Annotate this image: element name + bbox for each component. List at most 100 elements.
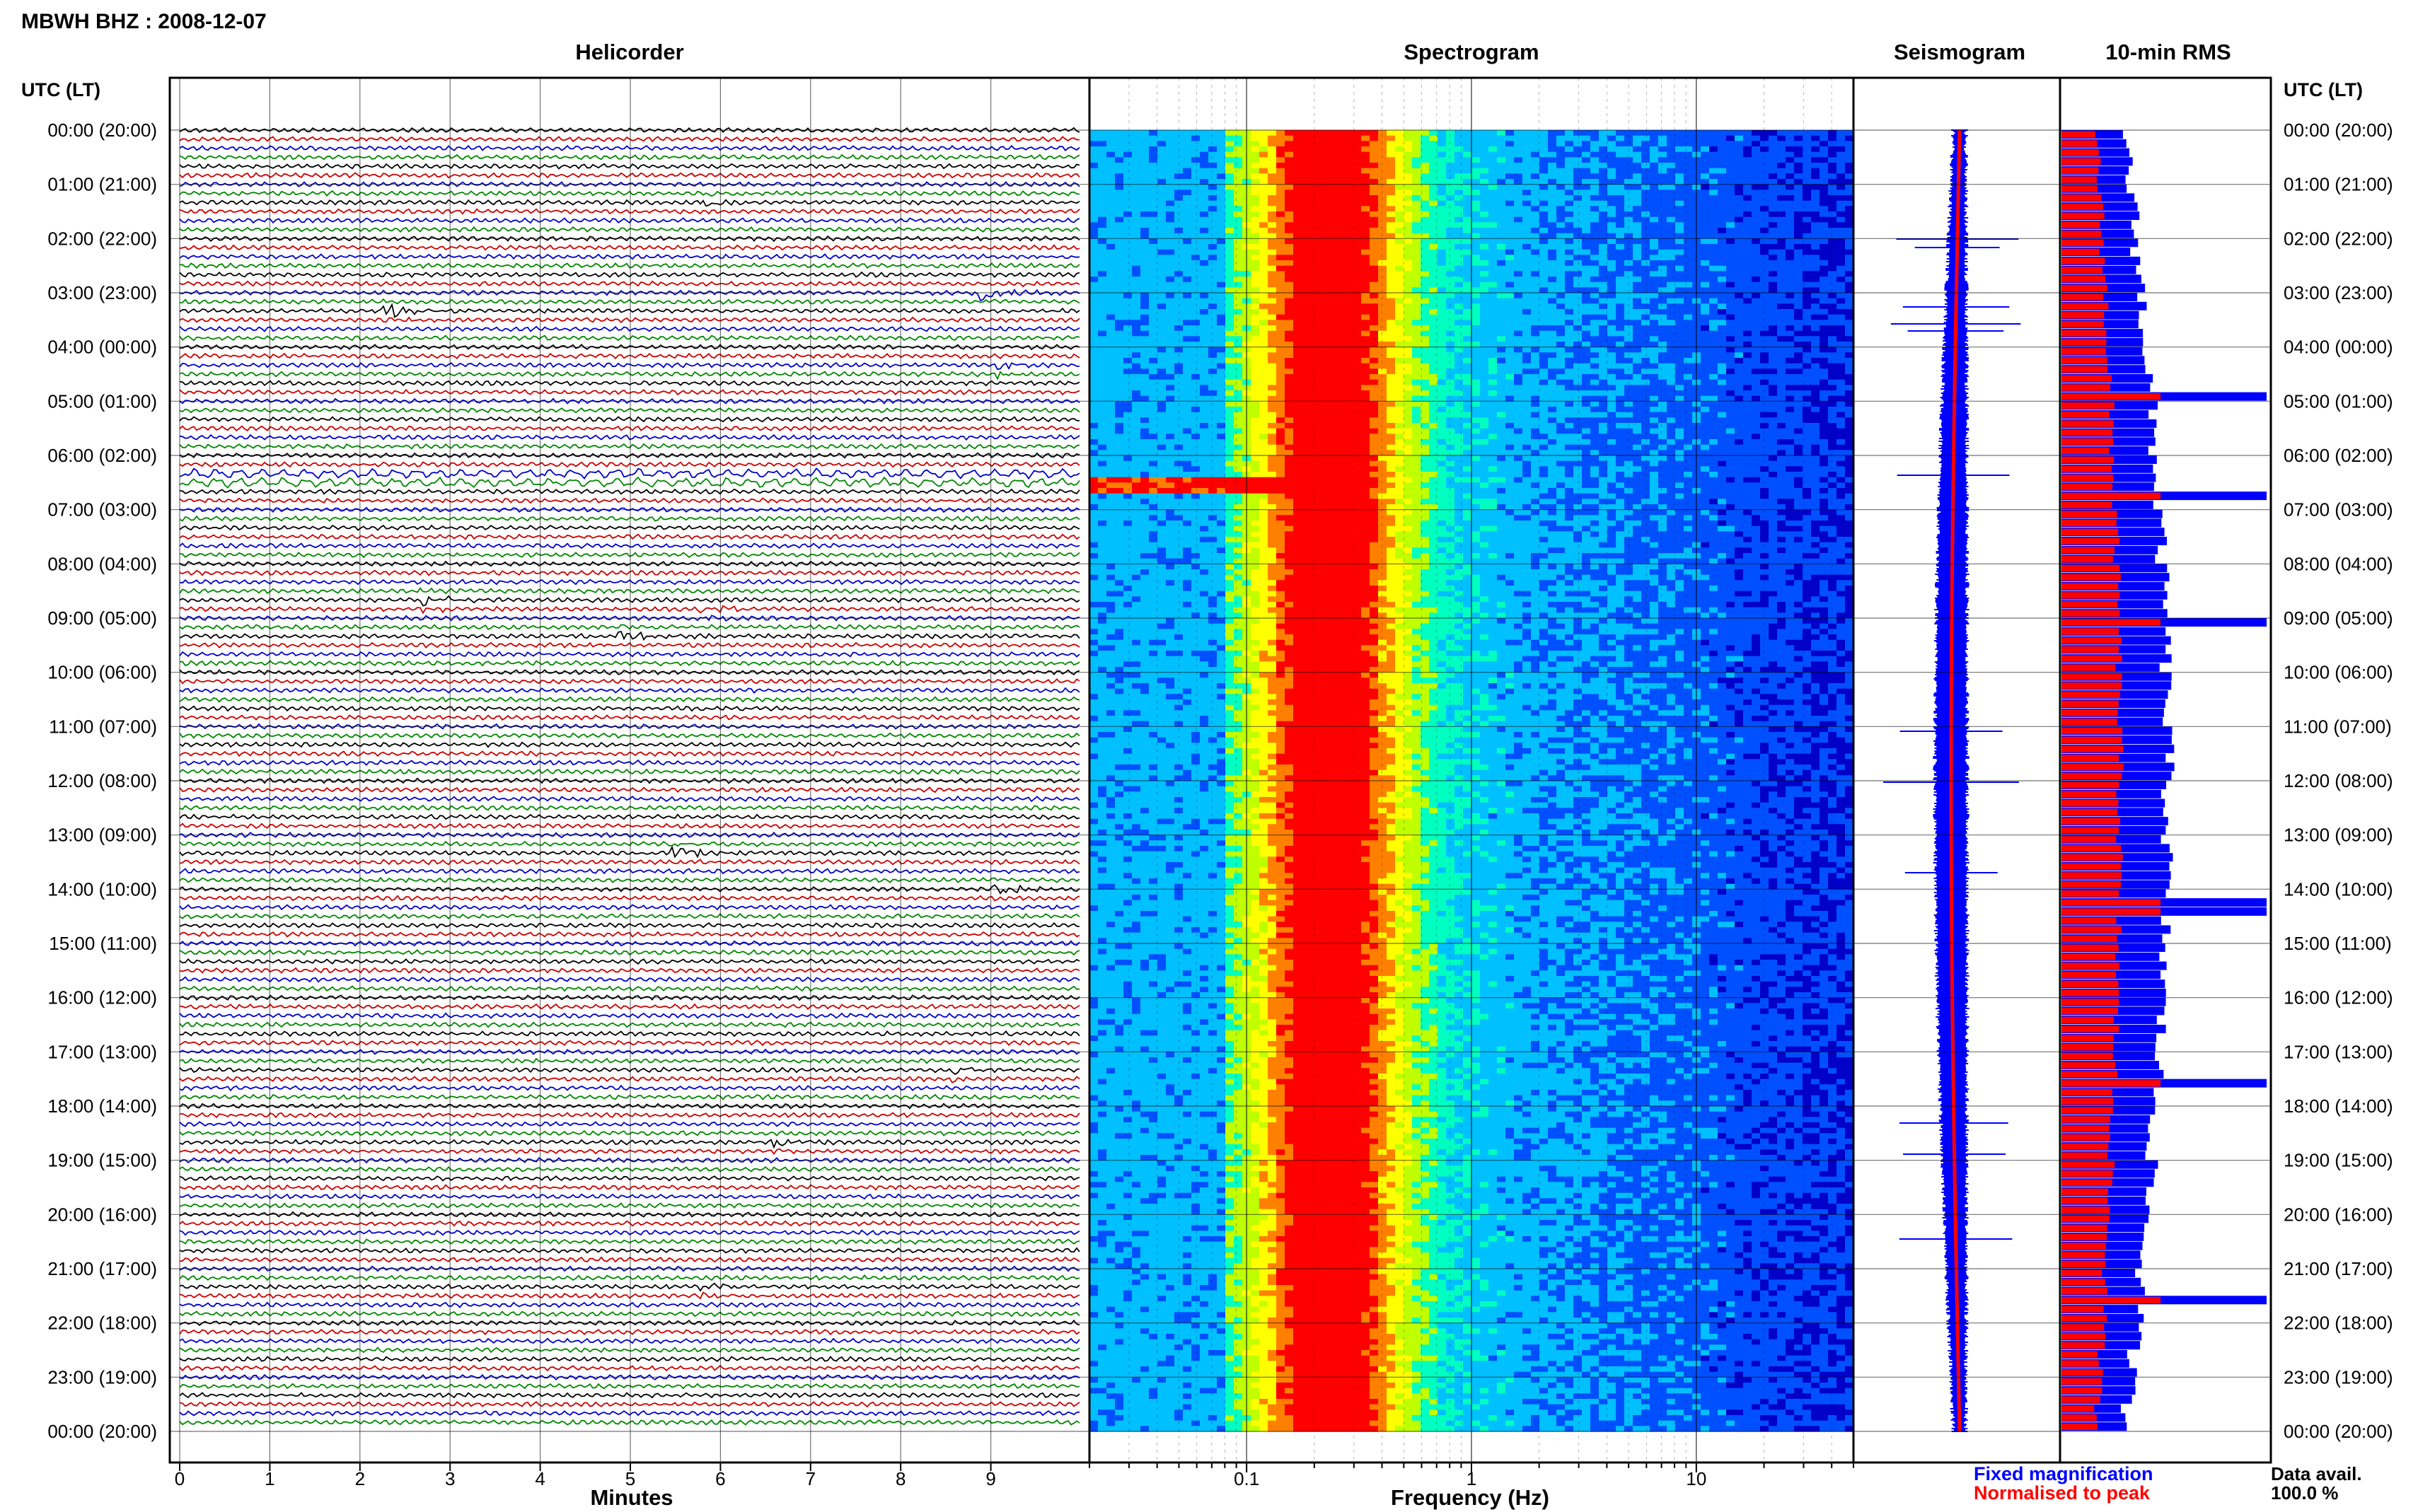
spectrogram-cell xyxy=(1234,336,1243,342)
spectrogram-cell xyxy=(1293,336,1302,342)
spectrogram-cell xyxy=(1438,184,1447,190)
spectrogram-cell xyxy=(1641,179,1650,185)
spectrogram-cell xyxy=(1794,200,1803,207)
spectrogram-cell xyxy=(1370,314,1379,320)
spectrogram-cell xyxy=(1404,358,1413,364)
spectrogram-cell xyxy=(1293,303,1302,310)
spectrogram-cell xyxy=(1140,287,1150,293)
spectrogram-cell xyxy=(1438,325,1447,332)
helicorder-trace-line xyxy=(179,759,1080,767)
spectrogram-cell xyxy=(1327,168,1336,174)
spectrogram-cell xyxy=(1361,211,1370,218)
spectrogram-cell xyxy=(1760,342,1769,348)
spectrogram-cell xyxy=(1412,314,1421,320)
helicorder-trace-line xyxy=(180,660,1080,667)
spectrogram-cell xyxy=(1098,320,1107,326)
spectrogram-cell xyxy=(1803,255,1812,261)
spectrogram-cell xyxy=(1302,390,1311,397)
spectrogram-cell xyxy=(1650,157,1659,163)
spectrogram-cell xyxy=(1497,401,1506,407)
spectrogram-cell xyxy=(1607,385,1616,391)
spectrogram-cell xyxy=(1370,417,1379,424)
spectrogram-cell xyxy=(1310,395,1319,402)
spectrogram-cell xyxy=(1412,163,1421,169)
spectrogram-cell xyxy=(1225,298,1234,304)
spectrogram-cell xyxy=(1760,320,1769,326)
spectrogram-cell xyxy=(1599,222,1608,228)
spectrogram-cell xyxy=(1268,135,1277,141)
spectrogram-cell xyxy=(1387,374,1396,380)
spectrogram-cell xyxy=(1302,336,1311,342)
spectrogram-cell xyxy=(1539,336,1549,342)
spectrogram-cell xyxy=(1752,222,1761,228)
spectrogram-cell xyxy=(1599,320,1608,326)
spectrogram-cell xyxy=(1684,277,1693,283)
spectrogram-cell xyxy=(1454,163,1464,169)
spectrogram-cell xyxy=(1463,216,1472,223)
spectrogram-cell xyxy=(1344,287,1353,293)
spectrogram-cell xyxy=(1225,330,1234,337)
spectrogram-cell xyxy=(1582,233,1591,239)
spectrogram-cell xyxy=(1607,200,1616,207)
spectrogram-cell xyxy=(1582,342,1591,348)
spectrogram-cell xyxy=(1319,293,1328,299)
spectrogram-cell xyxy=(1522,401,1532,407)
spectrogram-cell xyxy=(1200,233,1209,239)
spectrogram-cell xyxy=(1174,249,1184,255)
spectrogram-cell xyxy=(1149,163,1158,169)
spectrogram-cell xyxy=(1658,417,1667,424)
spectrogram-cell xyxy=(1157,271,1167,277)
spectrogram-cell xyxy=(1650,163,1659,169)
spectrogram-cell xyxy=(1344,238,1353,245)
helicorder-trace-line xyxy=(179,388,1080,396)
spectrogram-cell xyxy=(1667,320,1676,326)
spectrogram-cell xyxy=(1675,195,1684,202)
spectrogram-cell xyxy=(1845,163,1854,169)
spectrogram-cell xyxy=(1191,179,1201,185)
spectrogram-cell xyxy=(1531,347,1540,353)
spectrogram-cell xyxy=(1769,281,1778,288)
spectrogram-cell xyxy=(1327,352,1336,359)
spectrogram-cell xyxy=(1497,417,1506,424)
spectrogram-cell xyxy=(1480,342,1489,348)
spectrogram-cell xyxy=(1378,238,1387,245)
spectrogram-cell xyxy=(1556,190,1566,196)
spectrogram-cell xyxy=(1811,277,1820,283)
spectrogram-cell xyxy=(1463,309,1472,315)
spectrogram-cell xyxy=(1803,271,1812,277)
spectrogram-cell xyxy=(1786,287,1795,293)
spectrogram-cell xyxy=(1217,211,1226,218)
spectrogram-cell xyxy=(1667,412,1676,418)
spectrogram-cell xyxy=(1327,277,1336,283)
spectrogram-cell xyxy=(1641,190,1650,196)
spectrogram-cell xyxy=(1123,216,1133,223)
spectrogram-cell xyxy=(1378,363,1387,369)
spectrogram-cell xyxy=(1208,265,1217,272)
spectrogram-cell xyxy=(1183,347,1192,353)
spectrogram-cell xyxy=(1454,206,1464,212)
spectrogram-cell xyxy=(1463,184,1472,190)
spectrogram-cell xyxy=(1616,206,1625,212)
spectrogram-cell xyxy=(1387,238,1396,245)
spectrogram-cell xyxy=(1157,146,1167,153)
spectrogram-cell xyxy=(1718,352,1727,359)
spectrogram-cell xyxy=(1777,325,1786,332)
spectrogram-cell xyxy=(1429,287,1438,293)
spectrogram-cell xyxy=(1429,401,1438,407)
spectrogram-cell xyxy=(1200,211,1209,218)
spectrogram-cell xyxy=(1607,184,1616,190)
spectrogram-cell xyxy=(1828,228,1837,234)
spectrogram-cell xyxy=(1123,260,1133,267)
spectrogram-cell xyxy=(1302,184,1311,190)
spectrogram-cell xyxy=(1353,320,1362,326)
spectrogram-cell xyxy=(1191,157,1201,163)
spectrogram-cell xyxy=(1395,385,1404,391)
spectrogram-cell xyxy=(1735,249,1744,255)
spectrogram-cell xyxy=(1251,325,1260,332)
spectrogram-cell xyxy=(1302,309,1311,315)
spectrogram-cell xyxy=(1098,281,1107,288)
spectrogram-cell xyxy=(1344,184,1353,190)
spectrogram-cell xyxy=(1463,281,1472,288)
spectrogram-cell xyxy=(1123,141,1133,147)
spectrogram-cell xyxy=(1200,206,1209,212)
